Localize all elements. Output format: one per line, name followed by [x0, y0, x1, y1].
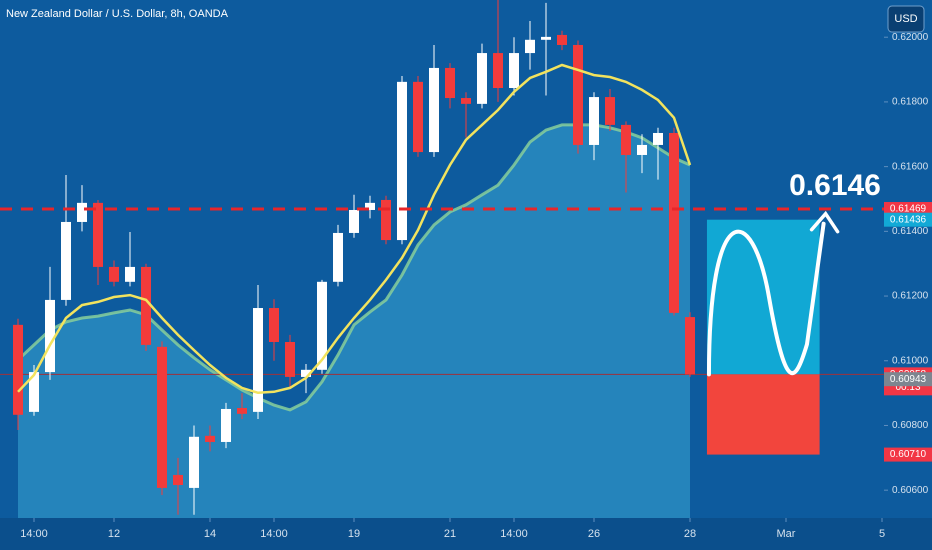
- currency-button[interactable]: [887, 5, 925, 33]
- price-marker: [884, 372, 932, 387]
- candle-body: [93, 202, 103, 267]
- y-tick-label: 0.61800: [892, 97, 929, 108]
- candle-body: [205, 435, 215, 442]
- candle-body: [29, 372, 39, 412]
- candle-body: [381, 199, 391, 241]
- annotation: 0.6146: [789, 169, 881, 202]
- candle-body: [461, 98, 471, 104]
- y-tick-label: 0.61000: [892, 355, 929, 366]
- x-tick-label: 26: [588, 528, 600, 540]
- candle-body: [541, 36, 551, 40]
- candle-body: [301, 369, 311, 377]
- candle-body: [557, 34, 567, 45]
- y-tick-label: 0.62000: [892, 32, 929, 43]
- x-tick-label: 14:00: [20, 528, 48, 540]
- candle-body: [365, 202, 375, 210]
- candle-body: [221, 408, 231, 442]
- candle-body: [109, 266, 119, 282]
- candle-body: [573, 44, 583, 145]
- candle-body: [413, 81, 423, 153]
- candle-body: [525, 39, 535, 54]
- candle-body: [669, 132, 679, 313]
- candle-body: [157, 346, 167, 488]
- price-marker: [884, 212, 932, 227]
- candle-body: [397, 81, 407, 241]
- x-tick-label: 19: [348, 528, 360, 540]
- candle-body: [45, 299, 55, 373]
- ma-fast-line: [17, 63, 692, 395]
- ma-area: [18, 124, 690, 519]
- candle-body: [605, 97, 615, 125]
- x-tick-label: 14:00: [500, 528, 528, 540]
- y-tick-label: 0.60600: [892, 485, 929, 496]
- candle-body: [477, 53, 487, 104]
- y-tick-label: 0.61200: [892, 291, 929, 302]
- candle-body: [317, 281, 327, 370]
- candle-body: [685, 317, 695, 375]
- candle-body: [589, 97, 599, 145]
- price-marker: [884, 202, 932, 217]
- forecast-curve: [706, 221, 826, 377]
- candle-body: [173, 474, 183, 485]
- y-tick-label: 0.61400: [892, 226, 929, 237]
- candle-body: [253, 308, 263, 412]
- y-tick-label: 0.61600: [892, 161, 929, 172]
- candle-body: [285, 341, 295, 377]
- candle-body: [141, 266, 151, 345]
- x-tick-label: Mar: [777, 528, 796, 540]
- candle-body: [13, 324, 23, 415]
- x-tick-label: 14: [204, 528, 216, 540]
- candle-body: [125, 266, 135, 282]
- price-marker-label: 0.61436: [890, 214, 927, 225]
- candle-body: [621, 124, 631, 155]
- price-marker-label: 0.60943: [890, 374, 927, 385]
- price-marker: [884, 447, 932, 462]
- x-tick-label: 28: [684, 528, 696, 540]
- price-marker-label: 0.61469: [890, 204, 927, 215]
- candle-body: [77, 202, 87, 222]
- candle-body: [429, 67, 439, 153]
- candle-body: [349, 209, 359, 233]
- candle-body: [333, 232, 343, 282]
- candle-body: [189, 436, 199, 488]
- x-tick-label: 21: [444, 528, 456, 540]
- candle-body: [269, 308, 279, 342]
- chart-title: New Zealand Dollar / U.S. Dollar, 8h, OA…: [6, 8, 229, 20]
- candle-body: [509, 53, 519, 89]
- candle-body: [637, 144, 647, 155]
- candle-body: [493, 53, 503, 89]
- y-tick-label: 0.60800: [892, 420, 929, 431]
- candle-body: [61, 221, 71, 300]
- x-tick-label: 14:00: [260, 528, 288, 540]
- x-tick-label: 12: [108, 528, 120, 540]
- forecast-arrowhead: [809, 210, 840, 234]
- price-marker-label: 0.60710: [890, 449, 927, 460]
- x-tick-label: 5: [879, 528, 885, 540]
- currency-label[interactable]: USD: [894, 13, 917, 25]
- time-axis-strip: [0, 518, 932, 550]
- candle-body: [237, 407, 247, 414]
- candle-body: [653, 132, 663, 145]
- position-stop: [706, 374, 820, 455]
- countdown: 00:13: [895, 382, 920, 393]
- candle-body: [445, 67, 455, 99]
